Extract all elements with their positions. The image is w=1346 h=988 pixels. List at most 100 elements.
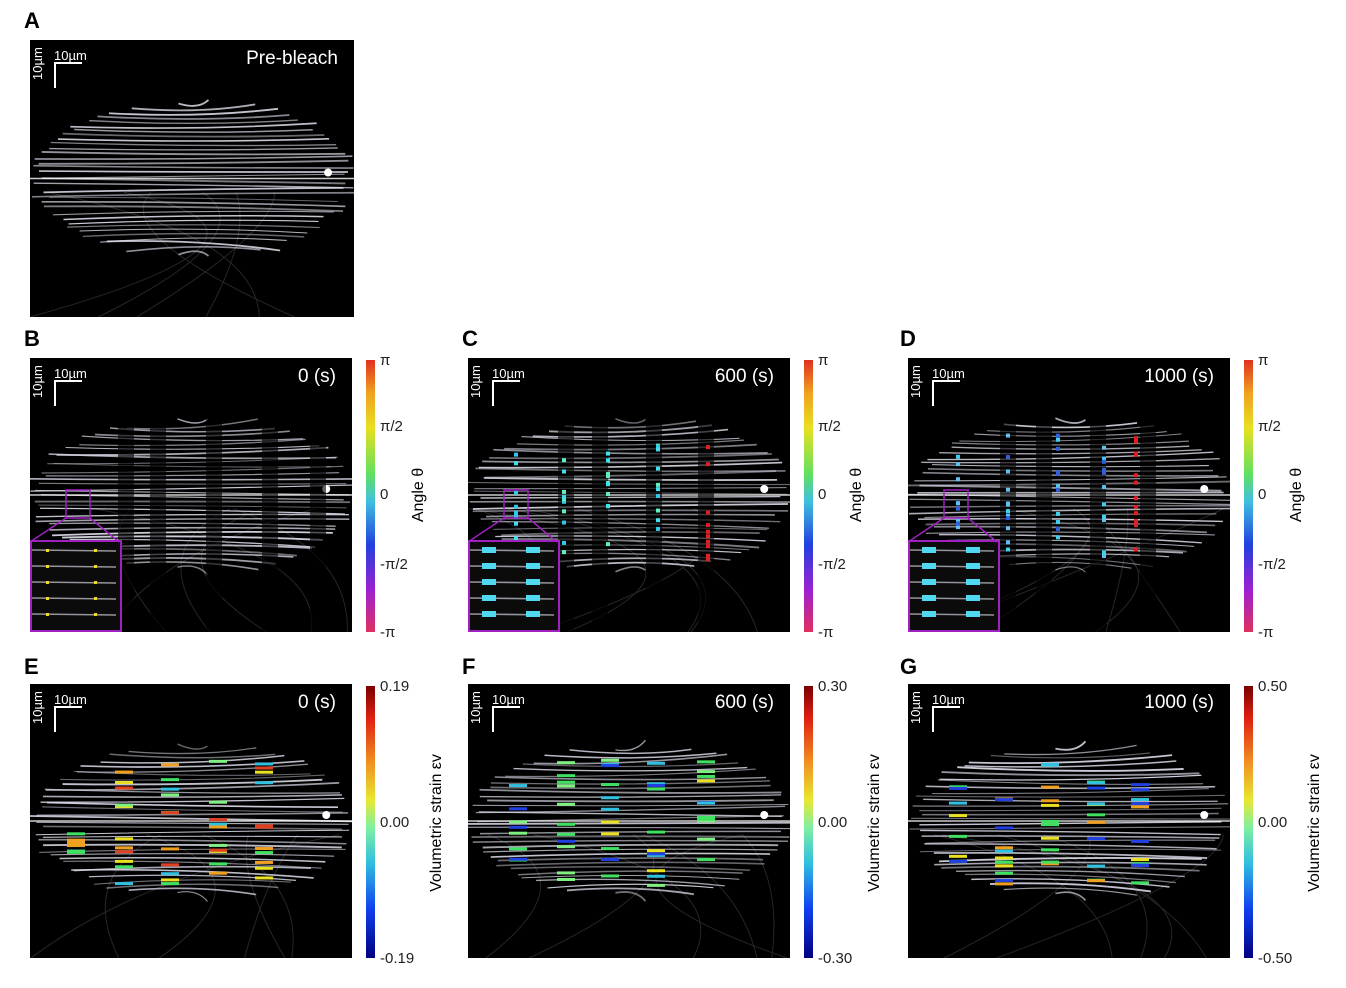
strain-mark <box>115 770 133 774</box>
stress-fiber <box>964 760 1177 768</box>
colorbar-tick: -π <box>1258 624 1274 641</box>
bleach-stripe <box>592 358 608 632</box>
strain-mark <box>949 814 967 818</box>
stress-fiber <box>59 856 326 863</box>
background-filament <box>1105 508 1129 632</box>
inset-mark <box>94 581 97 584</box>
strain-mark <box>1087 786 1105 790</box>
stress-fiber <box>76 763 309 773</box>
strain-mark <box>995 882 1013 886</box>
angle-colorbar <box>804 360 813 632</box>
angle-mark <box>1056 433 1060 438</box>
image-panel-g: 10µm 10µm 1000 (s) <box>908 684 1230 958</box>
strain-mark <box>601 783 619 787</box>
stress-fiber <box>493 527 768 531</box>
stress-fiber <box>939 774 1202 781</box>
inset-mark <box>526 579 540 585</box>
stress-fiber <box>937 779 1204 785</box>
inset-mark <box>94 549 97 552</box>
stress-fiber <box>910 504 1230 509</box>
strain-mark <box>647 830 665 834</box>
stress-fiber <box>516 439 744 446</box>
stress-fiber <box>36 812 349 817</box>
stress-fiber <box>31 191 354 198</box>
zoom-connector <box>30 489 120 543</box>
stress-fiber <box>43 187 344 194</box>
cell-tip <box>1200 811 1209 819</box>
time-label: 1000 (s) <box>1144 692 1214 713</box>
strain-mark <box>255 876 273 880</box>
panel-letter-a: A <box>24 8 40 33</box>
strain-mark <box>995 798 1013 802</box>
angle-mark <box>1134 473 1138 478</box>
stress-fiber <box>126 245 261 253</box>
strain-mark <box>161 811 179 815</box>
angle-mark <box>1134 480 1138 485</box>
angle-mark <box>1134 519 1138 524</box>
stress-fiber <box>33 182 354 189</box>
strain-mark <box>557 784 575 788</box>
colorbar-tick: 0.19 <box>380 678 410 695</box>
stress-fiber <box>46 801 338 809</box>
stress-fiber <box>927 467 1214 472</box>
stress-fiber <box>504 443 757 451</box>
panel-letter-e: E <box>24 654 39 679</box>
strain-mark <box>161 863 179 867</box>
stress-fiber <box>971 878 1170 888</box>
stress-fiber <box>41 151 346 156</box>
stress-fiber <box>566 561 695 568</box>
angle-mark <box>656 518 660 523</box>
cell-image <box>468 739 790 958</box>
angle-colorbar <box>1244 360 1253 632</box>
stress-fiber <box>923 798 1218 803</box>
strain-mark <box>995 826 1013 830</box>
strain-mark <box>209 848 227 852</box>
bleach-stripe <box>262 358 278 632</box>
strain-mark <box>209 871 227 875</box>
strain-mark <box>697 817 715 821</box>
background-filament <box>1006 508 1140 632</box>
stress-fiber <box>49 522 336 528</box>
strain-mark <box>255 860 273 864</box>
strain-mark <box>1041 803 1059 807</box>
inset-mark <box>46 613 49 616</box>
stress-fiber <box>494 776 767 781</box>
stress-fiber <box>924 513 1217 519</box>
strain-mark <box>1041 862 1059 866</box>
angle-mark <box>706 529 710 534</box>
angle-mark <box>1134 511 1138 516</box>
angle-mark <box>706 557 710 562</box>
strain-mark <box>949 786 967 790</box>
colorbar-tick: 0 <box>1258 486 1267 503</box>
image-panel-a: 10µm 10µm Pre-bleach <box>30 40 354 317</box>
angle-mark <box>562 497 566 502</box>
colorbar-title: Angle θ <box>1288 467 1306 523</box>
angle-mark <box>706 523 710 528</box>
strain-mark <box>161 763 179 767</box>
strain-mark <box>697 837 715 841</box>
strain-mark <box>67 844 85 848</box>
bleach-stripe <box>1036 358 1052 632</box>
stress-fiber <box>475 467 786 473</box>
strain-mark <box>509 820 527 824</box>
inset-fiber <box>32 613 116 616</box>
strain-mark <box>161 878 179 882</box>
angle-mark <box>706 534 710 539</box>
strain-mark <box>1131 858 1149 862</box>
stress-fiber <box>177 743 208 750</box>
stress-fiber <box>82 232 305 238</box>
colorbar-tick: -0.50 <box>1258 950 1293 967</box>
strain-mark <box>509 857 527 861</box>
colorbar-tick: -0.19 <box>380 950 415 967</box>
scale-bar: 10µm 10µm <box>30 47 110 100</box>
strain-colorbar <box>1244 686 1253 958</box>
stress-fiber <box>127 418 258 430</box>
stress-fiber <box>43 843 342 849</box>
strain-mark <box>115 850 133 854</box>
colorbar-tick: 0 <box>380 486 389 503</box>
strain-mark <box>949 801 967 805</box>
strain-mark <box>647 874 665 878</box>
strain-mark <box>115 846 133 850</box>
angle-mark <box>1056 471 1060 476</box>
angle-mark <box>956 501 960 506</box>
